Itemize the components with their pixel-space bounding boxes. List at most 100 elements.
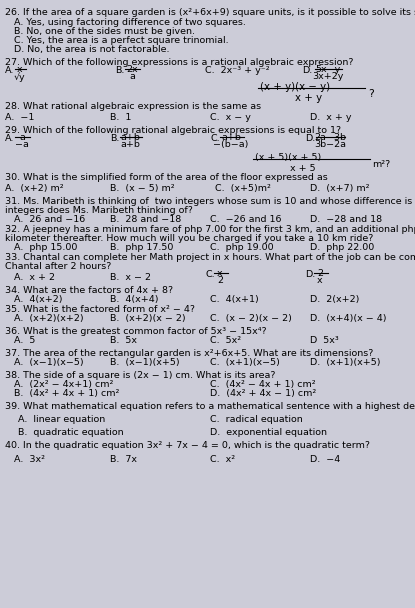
- Text: A.  linear equation: A. linear equation: [18, 415, 105, 424]
- Text: D. No, the area is not factorable.: D. No, the area is not factorable.: [14, 45, 169, 54]
- Text: 37. The area of the rectangular garden is x²+6x+5. What are its dimensions?: 37. The area of the rectangular garden i…: [5, 349, 374, 358]
- Text: 2a−3b: 2a−3b: [314, 133, 346, 142]
- Text: B.  x − 2: B. x − 2: [110, 273, 151, 282]
- Text: D.: D.: [302, 66, 312, 75]
- Text: D.  (x+4)(x − 4): D. (x+4)(x − 4): [310, 314, 386, 323]
- Text: A.  (2x² − 4x+1) cm²: A. (2x² − 4x+1) cm²: [14, 380, 113, 389]
- Text: D.  exponential equation: D. exponential equation: [210, 428, 327, 437]
- Text: a: a: [19, 133, 25, 142]
- Text: B.  (x − 5) m²: B. (x − 5) m²: [110, 184, 175, 193]
- Text: 26. If the area of a square garden is (x²+6x+9) square units, is it possible to : 26. If the area of a square garden is (x…: [5, 8, 415, 17]
- Text: A.  (x+2) m²: A. (x+2) m²: [5, 184, 63, 193]
- Text: D  5x³: D 5x³: [310, 336, 339, 345]
- Text: B.  (x−1)(x+5): B. (x−1)(x+5): [110, 358, 180, 367]
- Text: C.  (x − 2)(x − 2): C. (x − 2)(x − 2): [210, 314, 292, 323]
- Text: m²?: m²?: [372, 160, 390, 169]
- Text: 2x: 2x: [126, 65, 138, 74]
- Text: C.  (x+1)(x−5): C. (x+1)(x−5): [210, 358, 280, 367]
- Text: D.  x + y: D. x + y: [310, 113, 352, 122]
- Text: B.: B.: [110, 134, 120, 143]
- Text: x: x: [17, 65, 23, 74]
- Text: 31. Ms. Maribeth is thinking of  two integers whose sum is 10 and whose differen: 31. Ms. Maribeth is thinking of two inte…: [5, 197, 415, 206]
- Text: B.  28 and −18: B. 28 and −18: [110, 215, 181, 224]
- Text: D.  (x+7) m²: D. (x+7) m²: [310, 184, 369, 193]
- Text: A. Yes, using factoring difference of two squares.: A. Yes, using factoring difference of tw…: [14, 18, 246, 27]
- Text: 29. Which of the following rational algebraic expressions is equal to 1?: 29. Which of the following rational alge…: [5, 126, 341, 135]
- Text: B.  (4x² + 4x + 1) cm²: B. (4x² + 4x + 1) cm²: [14, 389, 120, 398]
- Text: integers does Ms. Maribeth thinking of?: integers does Ms. Maribeth thinking of?: [5, 206, 193, 215]
- Text: A.  (x−1)(x−5): A. (x−1)(x−5): [14, 358, 84, 367]
- Text: C.  4(x+1): C. 4(x+1): [210, 295, 259, 304]
- Text: 3b−2a: 3b−2a: [314, 140, 346, 149]
- Text: −a: −a: [15, 140, 29, 149]
- Text: 40. In the quadratic equation 3x² + 7x − 4 = 0, which is the quadratic term?: 40. In the quadratic equation 3x² + 7x −…: [5, 441, 370, 450]
- Text: 28. What rational algebraic expression is the same as: 28. What rational algebraic expression i…: [5, 102, 261, 111]
- Text: C.: C.: [210, 134, 220, 143]
- Text: √y: √y: [14, 72, 26, 81]
- Text: a: a: [129, 72, 135, 81]
- Text: C.  x − y: C. x − y: [210, 113, 251, 122]
- Text: A.  3x²: A. 3x²: [14, 455, 45, 464]
- Text: x + 5: x + 5: [290, 164, 316, 173]
- Text: 2: 2: [317, 269, 323, 278]
- Text: 32. A jeepney has a minimum fare of php 7.00 for the first 3 km, and an addition: 32. A jeepney has a minimum fare of php …: [5, 225, 415, 234]
- Text: 33. Chantal can complete her Math project in x hours. What part of the job can b: 33. Chantal can complete her Math projec…: [5, 253, 415, 262]
- Text: B.  quadratic equation: B. quadratic equation: [18, 428, 124, 437]
- Text: D.  php 22.00: D. php 22.00: [310, 243, 374, 252]
- Text: B.  (x+2)(x − 2): B. (x+2)(x − 2): [110, 314, 186, 323]
- Text: x: x: [317, 276, 323, 285]
- Text: C.  −26 and 16: C. −26 and 16: [210, 215, 281, 224]
- Text: A.  26 and −16: A. 26 and −16: [14, 215, 85, 224]
- Text: D.  (x+1)(x+5): D. (x+1)(x+5): [310, 358, 381, 367]
- Text: B.  4(x+4): B. 4(x+4): [110, 295, 159, 304]
- Text: 34. What are the factors of 4x + 8?: 34. What are the factors of 4x + 8?: [5, 286, 173, 295]
- Text: A.  x + 2: A. x + 2: [14, 273, 55, 282]
- Text: A.  (x+2)(x+2): A. (x+2)(x+2): [14, 314, 84, 323]
- Text: B. No, one of the sides must be given.: B. No, one of the sides must be given.: [14, 27, 195, 36]
- Text: a+b: a+b: [221, 133, 241, 142]
- Text: C. Yes, the area is a perfect square trinomial.: C. Yes, the area is a perfect square tri…: [14, 36, 229, 45]
- Text: B.  php 17.50: B. php 17.50: [110, 243, 173, 252]
- Text: A.: A.: [5, 134, 15, 143]
- Text: a+b: a+b: [120, 140, 140, 149]
- Text: 3x+2y: 3x+2y: [312, 72, 344, 81]
- Text: 2: 2: [217, 276, 223, 285]
- Text: C.  5x²: C. 5x²: [210, 336, 241, 345]
- Text: −(b−a): −(b−a): [213, 140, 249, 149]
- Text: A.  −1: A. −1: [5, 113, 34, 122]
- Text: D.: D.: [305, 134, 315, 143]
- Text: x + y: x + y: [295, 93, 322, 103]
- Text: 30. What is the simplified form of the area of the floor expressed as: 30. What is the simplified form of the a…: [5, 173, 328, 182]
- Text: C.  x²: C. x²: [210, 455, 235, 464]
- Text: 39. What mathematical equation refers to a mathematical sentence with a highest : 39. What mathematical equation refers to…: [5, 402, 415, 411]
- Text: kilometer thereafter. How much will you be charged if you take a 10 km ride?: kilometer thereafter. How much will you …: [5, 234, 374, 243]
- Text: A.  php 15.00: A. php 15.00: [14, 243, 77, 252]
- Text: 5x−y: 5x−y: [315, 65, 341, 74]
- Text: Chantal after 2 hours?: Chantal after 2 hours?: [5, 262, 111, 271]
- Text: A.  5: A. 5: [14, 336, 35, 345]
- Text: C.  radical equation: C. radical equation: [210, 415, 303, 424]
- Text: B.  1: B. 1: [110, 113, 132, 122]
- Text: A.: A.: [5, 66, 15, 75]
- Text: (x + 5)(x + 5): (x + 5)(x + 5): [255, 153, 321, 162]
- Text: A.  4(x+2): A. 4(x+2): [14, 295, 63, 304]
- Text: 36. What is the greatest common factor of 5x³ − 15x⁴?: 36. What is the greatest common factor o…: [5, 327, 266, 336]
- Text: D.  −28 and 18: D. −28 and 18: [310, 215, 382, 224]
- Text: B.  7x: B. 7x: [110, 455, 137, 464]
- Text: a+b: a+b: [120, 133, 140, 142]
- Text: D.  (4x² + 4x − 1) cm²: D. (4x² + 4x − 1) cm²: [210, 389, 316, 398]
- Text: D.  −4: D. −4: [310, 455, 340, 464]
- Text: B.  5x: B. 5x: [110, 336, 137, 345]
- Text: C.  2x⁻³ + y⁻²: C. 2x⁻³ + y⁻²: [205, 66, 270, 75]
- Text: B.: B.: [115, 66, 124, 75]
- Text: ?: ?: [368, 89, 374, 99]
- Text: D.: D.: [305, 270, 315, 279]
- Text: C.  php 19.00: C. php 19.00: [210, 243, 273, 252]
- Text: 35. What is the factored form of x² − 4?: 35. What is the factored form of x² − 4?: [5, 305, 195, 314]
- Text: D.  2(x+2): D. 2(x+2): [310, 295, 359, 304]
- Text: C.  (4x² − 4x + 1) cm²: C. (4x² − 4x + 1) cm²: [210, 380, 316, 389]
- Text: 38. The side of a square is (2x − 1) cm. What is its area?: 38. The side of a square is (2x − 1) cm.…: [5, 371, 276, 380]
- Text: (x + y)(x − y): (x + y)(x − y): [260, 82, 330, 92]
- Text: C.: C.: [205, 270, 215, 279]
- Text: x: x: [217, 269, 223, 278]
